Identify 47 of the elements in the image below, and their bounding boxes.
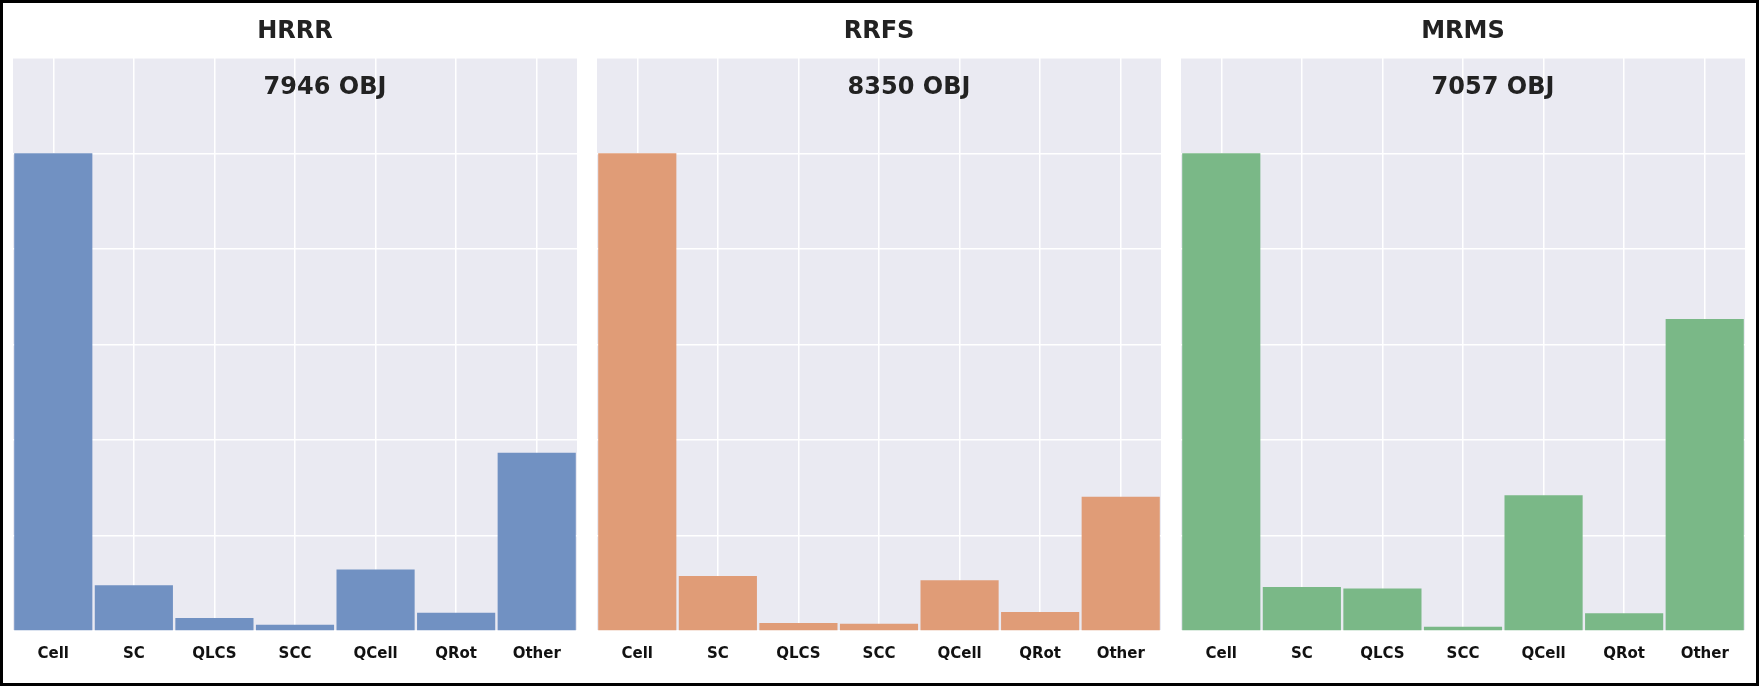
x-tick-label: Cell xyxy=(37,643,70,662)
bar xyxy=(920,580,999,631)
x-tick-label: QRot xyxy=(1603,643,1646,662)
bar xyxy=(1001,611,1080,631)
x-tick-label: Cell xyxy=(1205,643,1238,662)
chart-title: RRFS xyxy=(843,15,915,44)
bar xyxy=(417,612,496,631)
bar xyxy=(1585,613,1664,631)
x-tick-label: Other xyxy=(512,643,562,662)
bar xyxy=(839,623,919,631)
x-tick-label: SCC xyxy=(1446,643,1480,662)
x-tick-label: QRot xyxy=(1019,643,1062,662)
text: 7946 OBJ xyxy=(263,72,387,101)
bar xyxy=(175,618,254,631)
bar xyxy=(759,622,838,631)
text: 8350 OBJ xyxy=(847,72,971,101)
x-tick-label: QLCS xyxy=(1360,643,1405,662)
bar xyxy=(255,624,335,631)
bar xyxy=(1665,319,1744,631)
x-tick-label: QCell xyxy=(1521,643,1566,662)
bar xyxy=(598,153,677,631)
bar xyxy=(1343,588,1422,631)
x-tick-label: SC xyxy=(1290,643,1313,662)
x-tick-label: QCell xyxy=(353,643,398,662)
bar xyxy=(1081,496,1160,631)
text: 7057 OBJ xyxy=(1431,72,1555,101)
x-tick-label: SCC xyxy=(862,643,896,662)
bar xyxy=(94,585,173,631)
bar xyxy=(678,576,757,631)
bar xyxy=(1262,587,1341,631)
x-tick-label: Cell xyxy=(621,643,654,662)
chart-title: MRMS xyxy=(1421,15,1505,44)
x-tick-label: Other xyxy=(1680,643,1730,662)
x-tick-label: SC xyxy=(122,643,145,662)
bar xyxy=(1504,495,1583,631)
bar xyxy=(14,153,93,631)
chart-title: HRRR xyxy=(257,15,333,44)
bar xyxy=(1182,153,1261,631)
bar xyxy=(497,452,576,631)
x-tick-label: QRot xyxy=(435,643,478,662)
x-tick-label: SC xyxy=(706,643,729,662)
x-tick-label: QLCS xyxy=(776,643,821,662)
x-tick-label: QCell xyxy=(937,643,982,662)
x-tick-label: QLCS xyxy=(192,643,237,662)
x-tick-label: SCC xyxy=(278,643,312,662)
x-tick-label: Other xyxy=(1096,643,1146,662)
bar xyxy=(336,569,415,631)
